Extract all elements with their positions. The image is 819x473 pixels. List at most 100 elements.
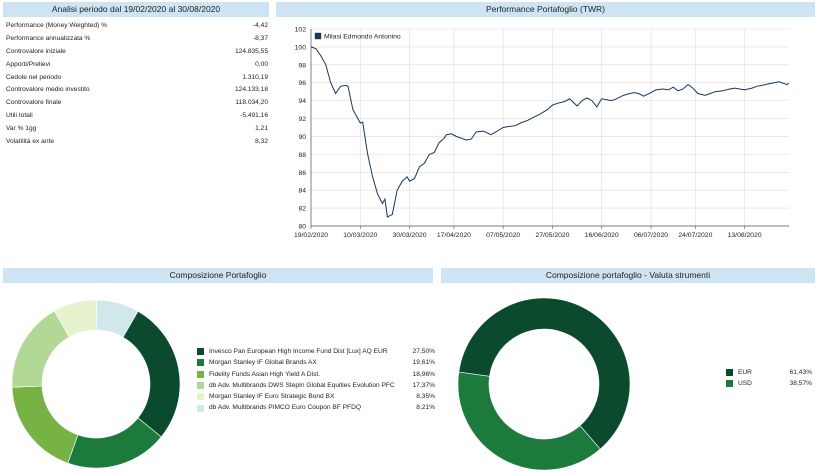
composizione-title: Composizione Portafoglio	[3, 268, 433, 283]
x-tick-label: 07/05/2020	[486, 232, 520, 239]
stat-row: Utili totali -5.491,16	[6, 110, 268, 123]
grid-lines	[310, 28, 789, 227]
stat-value: 0,00	[255, 60, 268, 68]
donut-slice	[122, 310, 181, 438]
donut-slice	[67, 417, 162, 469]
stat-row: Cedole nel periodo 1.310,19	[6, 72, 268, 85]
valuta-title: Composizione portafoglio - Valuta strume…	[441, 268, 815, 283]
donut-slice	[458, 297, 631, 450]
legend-value: 19,61%	[412, 359, 435, 367]
donut-slice	[457, 371, 601, 470]
x-tick-label: 06/07/2020	[634, 232, 668, 239]
valuta-donut	[457, 297, 631, 470]
y-tick-label: 84	[298, 188, 306, 195]
legend-label: EUR	[738, 369, 752, 376]
performance-title: Performance Portafoglio (TWR)	[276, 2, 815, 17]
x-tick-label: 30/03/2020	[393, 232, 427, 239]
composizione-legend: Invesco Pan European High Income Fund Di…	[197, 346, 435, 414]
stat-label: Performance (Money Weighted) %	[6, 22, 108, 29]
legend-swatch	[726, 380, 733, 388]
stat-value: 1,21	[255, 125, 268, 133]
stat-row: Performance (Money Weighted) % -4,42	[6, 20, 268, 33]
legend-item: EUR 61,43%	[726, 367, 812, 378]
y-tick-label: 90	[298, 134, 306, 141]
stat-value: 124.835,55	[234, 47, 268, 55]
legend-label: Milasi Edmondo Antonino	[324, 34, 401, 41]
stat-label: Controvalore iniziale	[6, 47, 66, 55]
stat-label: Utili totali	[6, 112, 33, 120]
stat-value: 1.310,19	[242, 73, 268, 81]
x-tick-label: 17/04/2020	[437, 232, 471, 239]
stat-row: Var % 1gg 1,21	[6, 123, 268, 136]
legend-swatch	[197, 393, 204, 401]
analisi-stats: Performance (Money Weighted) % -4,42 Perfo…	[6, 20, 268, 149]
performance-panel: Performance Portafoglio (TWR) 80 82 84 86 88…	[276, 2, 815, 245]
stat-value: 118.034,20	[235, 99, 268, 107]
legend-value: 61,43%	[789, 369, 812, 376]
y-tick-label: 100	[295, 44, 307, 51]
y-tick-label: 98	[298, 62, 306, 69]
legend-item: Morgan Stanley IF Euro Strategic Bond BX…	[197, 391, 435, 402]
legend-label: USD	[738, 380, 752, 388]
stat-label: Performance annualizzata %	[6, 34, 91, 42]
legend-item: db Adv. Multibrands DWS StepIn Global Eq…	[197, 380, 435, 391]
donut-slice	[96, 299, 139, 338]
stat-value: -5.491,16	[240, 112, 268, 120]
stat-label: Cedole nel periodo	[6, 73, 62, 81]
analisi-panel: Analisi periodo dal 19/02/2020 al 30/08/…	[3, 2, 269, 145]
y-tick-label: 96	[298, 80, 306, 87]
stat-row: Controvalore finale 118.034,20	[6, 97, 268, 110]
legend-item: Morgan Stanley IF Global Brands AX 19,61%	[197, 357, 435, 368]
stat-label: Controvalore finale	[6, 99, 62, 107]
series-line-milasi	[310, 46, 790, 218]
y-tick-label: 80	[298, 224, 306, 231]
stat-row: Performance annualizzata % -8,37	[6, 33, 268, 46]
valuta-legend: EUR 61,43% USD 38,57%	[726, 367, 812, 390]
stat-label: Controvalore medio investito	[6, 86, 90, 94]
stat-row: Controvalore medio investito 124.133,18	[6, 84, 268, 97]
legend-value: 27,50%	[412, 348, 435, 355]
legend-value: 18,96%	[412, 370, 435, 378]
legend-item: Invesco Pan European High Income Fund Di…	[197, 346, 435, 357]
y-tick-label: 102	[295, 27, 307, 34]
analisi-title: Analisi periodo dal 19/02/2020 al 30/08/…	[3, 2, 269, 17]
x-tick-label: 24/07/2020	[678, 232, 712, 239]
stat-value: 124.133,18	[234, 86, 268, 94]
y-tick-label: 86	[298, 170, 306, 177]
stat-row: Controvalore iniziale 124.835,55	[6, 46, 268, 59]
legend-value: 8,35%	[416, 393, 435, 401]
legend-swatch	[314, 32, 322, 40]
y-tick-label: 88	[298, 152, 306, 159]
legend-label: Morgan Stanley IF Global Brands AX	[209, 359, 317, 367]
x-tick-label: 19/02/2020	[294, 232, 328, 239]
x-tick-label: 13/08/2020	[728, 232, 762, 239]
valuta-panel: Composizione portafoglio - Valuta strume…	[441, 268, 815, 470]
composizione-panel: Composizione Portafoglio Invesco Pan Eur…	[3, 268, 435, 470]
legend-value: 38,57%	[789, 380, 812, 388]
stat-label: Var % 1gg	[6, 125, 37, 133]
legend-swatch	[197, 370, 204, 378]
legend-label: db Adv. Multibrands DWS StepIn Global Eq…	[209, 381, 395, 389]
legend-swatch	[726, 369, 733, 377]
stat-value: 8,32	[255, 138, 268, 146]
legend-label: Fidelity Funds Asian High Yield A Dist.	[209, 370, 321, 378]
stat-row: Apporti/Prelievi 0,00	[6, 59, 268, 72]
legend-item: USD 38,57%	[726, 378, 812, 389]
stat-label: Volatilità ex ante	[6, 138, 55, 146]
legend-item: Fidelity Funds Asian High Yield A Dist. 1…	[197, 369, 435, 380]
legend-label: Morgan Stanley IF Euro Strategic Bond BX	[209, 393, 335, 401]
legend-label: db Adv. Multibrands PIMCO Euro Coupon BF…	[209, 404, 361, 412]
legend-item: db Adv. Multibrands PIMCO Euro Coupon BF…	[197, 402, 435, 413]
stat-value: -8,37	[252, 34, 268, 42]
y-tick-label: 94	[298, 98, 306, 105]
legend-swatch	[197, 359, 204, 367]
legend-swatch	[197, 382, 204, 390]
legend-value: 8,21%	[416, 404, 435, 412]
performance-chart: 80 82 84 86 88 90 92 94 96 98 100 102 19/02/2020 10/0…	[294, 27, 790, 239]
stat-row: Volatilità ex ante 8,32	[6, 136, 268, 149]
y-tick-label: 82	[298, 206, 306, 213]
legend-label: Invesco Pan European High Income Fund Di…	[209, 348, 388, 355]
composizione-donut	[11, 299, 181, 469]
legend-swatch	[197, 404, 204, 412]
stat-value: -4,42	[252, 22, 268, 29]
